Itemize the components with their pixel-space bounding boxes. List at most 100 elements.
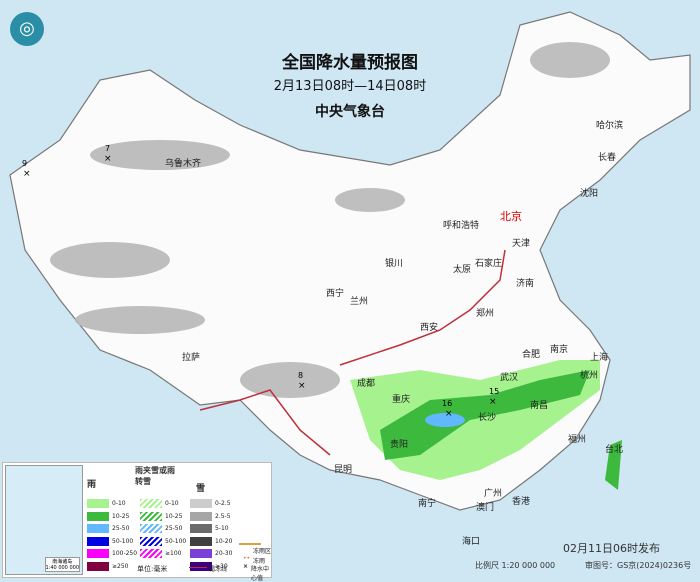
svg-text:×: ×: [104, 154, 112, 164]
city-label: 长沙: [478, 413, 497, 423]
snow-area: [530, 42, 610, 78]
issue-time: 02月11日06时发布: [563, 542, 660, 555]
city-label: 拉萨: [182, 353, 201, 363]
legend-label: 20-30: [215, 550, 233, 557]
svg-text:8: 8: [298, 371, 303, 380]
legend-swatch: [140, 524, 162, 533]
legend-label: 5-10: [215, 525, 229, 532]
svg-text:×: ×: [23, 169, 31, 179]
legend-label: 2.5-5: [215, 512, 231, 520]
legend-swatch: [190, 524, 212, 533]
legend-swatch: [190, 499, 212, 508]
city-label: 长春: [598, 153, 617, 163]
svg-text:×: ×: [298, 381, 306, 391]
map-number: 审图号：GS京(2024)0236号: [585, 561, 692, 570]
legend-label: 100-250: [112, 550, 138, 557]
city-label: 银川: [385, 259, 404, 269]
city-label: 重庆: [392, 395, 411, 405]
legend: 南海诸岛 1:40 000 000 雨 雨夹雪或雨转雪 雪 0-10 10-25 2…: [2, 462, 272, 582]
map-title: 全国降水量预报图: [282, 53, 418, 73]
legend-swatch: [190, 511, 212, 521]
city-label: 贵阳: [390, 440, 409, 450]
city-label: 成都: [357, 379, 376, 389]
legend-swatch: [87, 524, 109, 533]
legend-label: 10-25: [165, 512, 183, 520]
legend-swatch: [87, 511, 109, 521]
snow-area: [335, 188, 405, 212]
legend-swatch: [190, 549, 212, 558]
city-label: 哈尔滨: [596, 121, 624, 131]
agency: 中央气象台: [315, 104, 385, 120]
city-label: 石家庄: [475, 259, 503, 269]
legend-freezing-rain: 冻雨: [253, 558, 266, 565]
legend-label: 0-10: [112, 500, 126, 507]
city-label: 西宁: [326, 289, 345, 299]
city-label: 南京: [550, 345, 569, 355]
city-label: 呼和浩特: [443, 221, 480, 231]
city-label: 南宁: [418, 499, 437, 509]
legend-label: 25-50: [112, 525, 130, 532]
svg-text:7: 7: [105, 144, 110, 153]
svg-text:×: ×: [489, 397, 497, 407]
city-label: 南昌: [530, 401, 549, 411]
city-label: 昆明: [334, 465, 353, 475]
city-label: 合肥: [522, 350, 541, 360]
city-label: 广州: [484, 489, 503, 499]
legend-swatch: [87, 536, 109, 546]
freezing-rain-dots-icon: ••: [243, 555, 251, 562]
legend-center: 降水中心值: [251, 566, 270, 582]
city-label: 西安: [420, 323, 439, 333]
legend-label: 10-20: [215, 537, 233, 545]
city-label: 上海: [590, 353, 609, 363]
legend-label: ≥100: [165, 550, 182, 557]
inset-scale: 1:40 000 000: [45, 565, 80, 571]
legend-swatch: [140, 499, 162, 508]
city-label: 太原: [453, 265, 472, 275]
city-label: 兰州: [350, 297, 369, 307]
legend-swatch: [140, 511, 162, 521]
snow-area: [240, 362, 340, 398]
svg-text:15: 15: [489, 387, 499, 396]
inset-label: 南海诸岛: [52, 559, 73, 565]
frost-line-icon: [189, 567, 207, 568]
legend-snow-title: 雪: [196, 484, 206, 494]
legend-swatch: [87, 499, 109, 508]
legend-unit: 单位:毫米: [137, 565, 168, 573]
legend-swatch: [87, 549, 109, 558]
legend-swatch: [87, 561, 109, 571]
forecast-period: 2月13日08时—14日08时: [273, 79, 427, 94]
svg-text:×: ×: [445, 409, 453, 419]
snow-area: [90, 140, 230, 170]
svg-text:9: 9: [22, 159, 27, 168]
snow-area: [75, 306, 205, 334]
city-label: 澳门: [476, 503, 495, 513]
center-x-icon: ×: [243, 563, 249, 570]
city-label: 武汉: [500, 373, 519, 383]
legend-freezing-zone: 冻雨区: [253, 548, 272, 555]
svg-text:16: 16: [442, 399, 452, 408]
south-china-sea-inset: 南海诸岛 1:40 000 000: [5, 465, 83, 575]
city-label: 海口: [462, 537, 481, 547]
snow-area: [50, 242, 170, 278]
legend-label: ≥30: [215, 562, 228, 570]
city-label: 郑州: [476, 309, 495, 319]
rain-area-moderate: [380, 370, 590, 460]
frost-line: [199, 249, 506, 456]
legend-label: 0-2.5: [215, 500, 231, 507]
city-label: 杭州: [580, 371, 599, 381]
legend-line: 霜冻线: [209, 566, 228, 573]
legend-label: 10-25: [112, 512, 130, 520]
legend-label: 50-100: [112, 537, 134, 545]
city-label: 沈阳: [580, 189, 599, 199]
legend-label: ≥250: [112, 562, 129, 570]
legend-rain-title: 雨: [87, 480, 97, 490]
cma-logo: ◎: [10, 12, 44, 46]
legend-swatch: [140, 536, 162, 546]
city-label: 天津: [512, 239, 531, 249]
city-label: 北京: [500, 210, 522, 223]
legend-mix-title: 雨夹雪或雨转雪: [135, 466, 175, 486]
rain-area-taiwan: [605, 440, 622, 490]
precip-center-marks: ×9 ×7 ×8 ×16 ×15: [22, 144, 499, 419]
city-label: 福州: [568, 435, 587, 445]
